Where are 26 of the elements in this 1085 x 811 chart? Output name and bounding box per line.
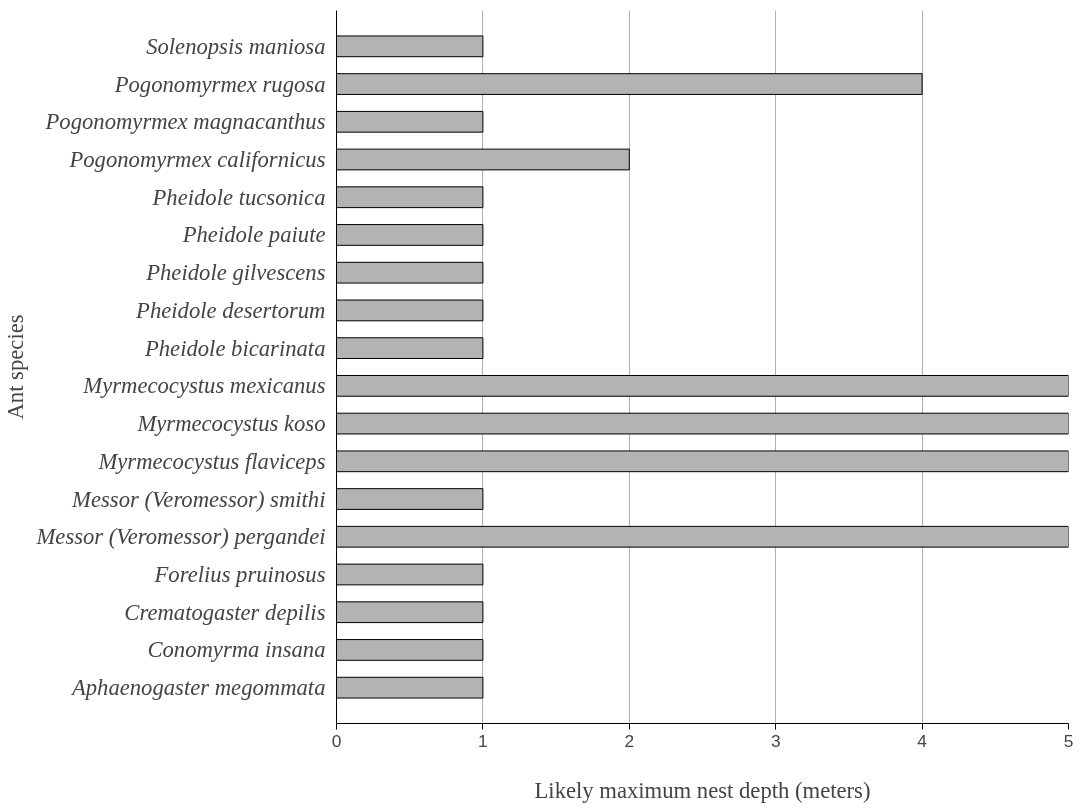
y-tick-label: Aphaenogaster megommata <box>69 675 326 701</box>
y-tick-label: Conomyrma insana <box>147 637 326 663</box>
x-tick-label: 0 <box>331 730 342 751</box>
y-tick-label: Crematogaster depilis <box>124 599 326 625</box>
x-tick-label: 3 <box>770 730 781 751</box>
y-tick-label: Myrmecocystus mexicanus <box>82 373 326 399</box>
y-tick-label: Pheidole tucsonica <box>151 184 326 210</box>
y-axis-title: Ant species <box>3 314 29 420</box>
y-tick-label: Pheidole bicarinata <box>143 335 326 361</box>
y-tick-label: Forelius pruinosus <box>153 561 326 587</box>
y-tick-label: Pogonomyrmex californicus <box>68 147 326 173</box>
x-tick-label: 1 <box>478 730 488 751</box>
x-tick-label: 2 <box>624 730 635 751</box>
y-tick-label: Pogonomyrmex rugosa <box>113 71 326 97</box>
x-tick-label: 4 <box>917 730 928 751</box>
y-tick-label: Messor (Veromessor) smithi <box>71 486 326 512</box>
x-axis-title: Likely maximum nest depth (meters) <box>534 777 871 803</box>
y-tick-label: Pheidole desertorum <box>135 297 326 323</box>
y-tick-label: Messor (Veromessor) pergandei <box>35 524 326 550</box>
y-tick-label: Myrmecocystus flaviceps <box>97 448 326 474</box>
x-tick-label: 5 <box>1063 730 1074 751</box>
y-tick-label: Pheidole gilvescens <box>145 260 326 286</box>
y-tick-label: Solenopsis maniosa <box>146 33 326 59</box>
y-tick-label: Pheidole paiute <box>181 222 326 248</box>
y-tick-label: Myrmecocystus koso <box>136 411 326 437</box>
y-tick-label: Pogonomyrmex magnacanthus <box>44 109 326 135</box>
